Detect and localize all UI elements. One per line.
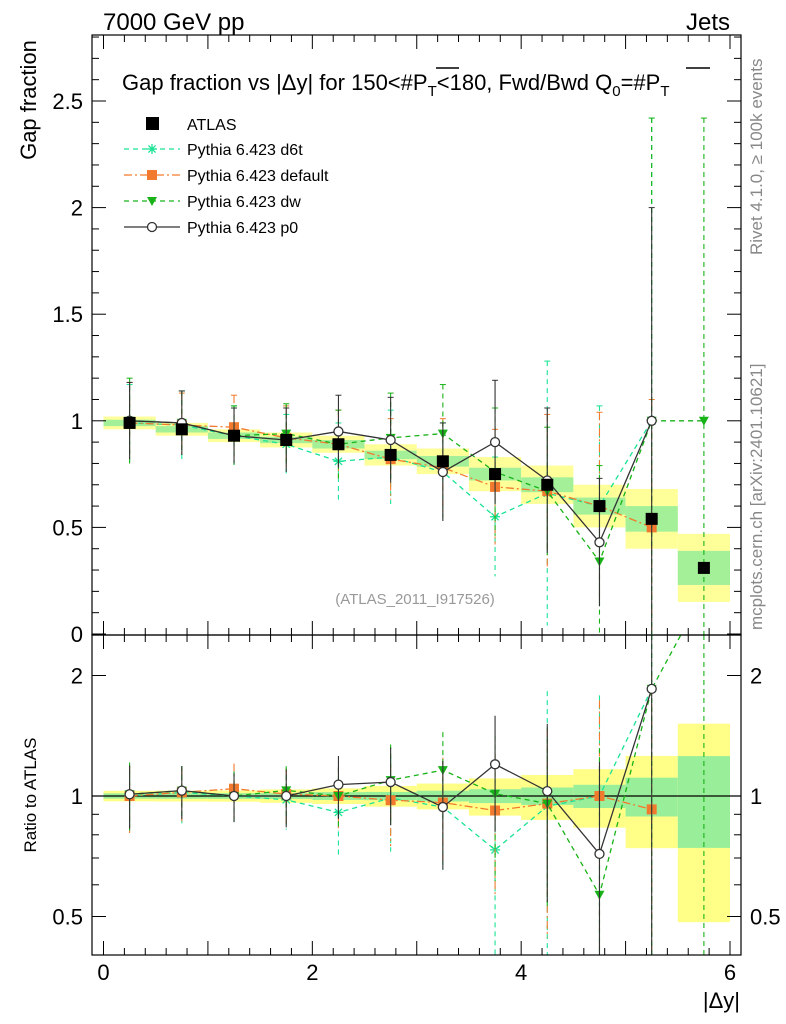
ratio-point-p0-2 (228, 790, 240, 802)
ratio-line-dw (129, 635, 682, 897)
ratio-point-p0-8 (542, 785, 553, 797)
header-energy: 7000 GeV pp (103, 9, 244, 36)
atlas-point-10 (645, 512, 658, 525)
ratio-point-p0-5 (385, 776, 396, 788)
atlas-point-11 (697, 561, 710, 574)
xtick-label-3: 6 (724, 960, 736, 985)
legend-marker-dw (147, 197, 157, 206)
point-dw-11 (698, 416, 709, 426)
atlas-point-7 (489, 468, 502, 481)
rivet-label: Rivet 4.1.0, ≥ 100k events (747, 59, 766, 255)
ratio-point-p0-9 (594, 848, 605, 860)
main-series-layer (123, 117, 710, 635)
ratio-series-layer (124, 635, 705, 955)
ratio-point-p0-4 (333, 779, 344, 790)
legend-label-d6t: Pythia 6.423 d6t (187, 142, 303, 159)
legend-label-atlas: ATLAS (187, 117, 237, 134)
atlas-point-3 (280, 433, 293, 446)
legend-series (124, 144, 180, 233)
header-process: Jets (686, 9, 730, 36)
ratio-axes: 0 2 4 6 0.5 0.5 1 1 2 2 (52, 635, 781, 985)
legend-marker-default (147, 170, 157, 180)
y-axis-label: Gap fraction (16, 40, 41, 160)
main-ytick-label-2: 1 (71, 409, 83, 434)
xtick-label-2: 4 (515, 960, 527, 985)
xtick-label-1: 2 (306, 960, 318, 985)
legend-marker-p0 (146, 221, 158, 233)
ratio-uncertainty-band (92, 723, 741, 923)
point-p0-10 (646, 415, 657, 426)
legend-marker-d6t (147, 144, 157, 154)
atlas-point-2 (228, 429, 241, 442)
ratio-ytick-label-left-2: 2 (71, 664, 83, 689)
ratio-panel: 0 2 4 6 0.5 0.5 1 1 2 2 Ratio to ATLAS |Δy| (21, 634, 781, 1013)
atlas-point-5 (384, 448, 397, 461)
xtick-label-0: 0 (97, 960, 109, 985)
atlas-point-6 (436, 455, 449, 468)
atlas-point-9 (593, 500, 606, 513)
ratio-point-p0-7 (489, 759, 501, 770)
legend-marker-atlas (146, 117, 159, 130)
main-ytick-label-4: 2 (71, 196, 83, 221)
point-p0-5 (385, 434, 396, 446)
x-axis-label: |Δy| (703, 988, 740, 1013)
legend: ATLAS Pythia 6.423 d6t Pythia 6.423 defa… (124, 117, 329, 237)
ratio-point-p0-0 (124, 789, 135, 800)
ratio-ytick-label-right-1: 1 (750, 784, 762, 809)
atlas-point-0 (123, 416, 136, 429)
mcplots-label: mcplots.cern.ch [arXiv:2401.10621] (747, 364, 766, 630)
main-uncertainty-band (103, 416, 730, 603)
ratio-ytick-label-right-0: 0.5 (750, 905, 781, 930)
ratio-ytick-label-left-0: 0.5 (52, 905, 83, 930)
main-ytick-label-0: 0 (71, 622, 83, 647)
main-ytick-label-5: 2.5 (52, 89, 83, 114)
main-ytick-label-3: 1.5 (52, 302, 83, 327)
chart-title: Gap fraction vs |Δy| for 150<#PT<180, Fw… (122, 70, 670, 100)
legend-label-default: Pythia 6.423 default (187, 168, 329, 185)
legend-label-p0: Pythia 6.423 p0 (187, 220, 298, 237)
atlas-point-8 (541, 478, 554, 491)
analysis-watermark: (ATLAS_2011_I917526) (335, 591, 495, 608)
ratio-point-p0-6 (437, 801, 449, 813)
point-p0-6 (437, 466, 449, 478)
legend-label-dw: Pythia 6.423 dw (187, 194, 301, 211)
atlas-point-1 (175, 423, 188, 436)
ratio-ytick-label-left-1: 1 (71, 784, 83, 809)
atlas-point-4 (332, 438, 345, 451)
main-axes: 0 0.5 1 1.5 2 2.5 (52, 35, 741, 647)
ratio-point-p0-3 (281, 790, 292, 802)
ratio-y-axis-label: Ratio to ATLAS (21, 738, 40, 853)
point-p0-9 (594, 537, 605, 548)
series-line-default (129, 422, 652, 529)
main-panel: 0 0.5 1 1.5 2 2.5 Gap fraction (ATLAS_2011_I9… (16, 34, 742, 647)
series-line-dw (129, 420, 704, 563)
ratio-point-p0-1 (176, 785, 187, 796)
ratio-ytick-label-right-2: 2 (750, 664, 762, 689)
point-p0-7 (489, 436, 501, 448)
point-p0-4 (333, 426, 344, 437)
legend-marker-d6t-stroke-3 (147, 144, 157, 154)
ratio-point-p0-10 (646, 683, 657, 695)
main-ytick-label-1: 0.5 (52, 515, 83, 540)
